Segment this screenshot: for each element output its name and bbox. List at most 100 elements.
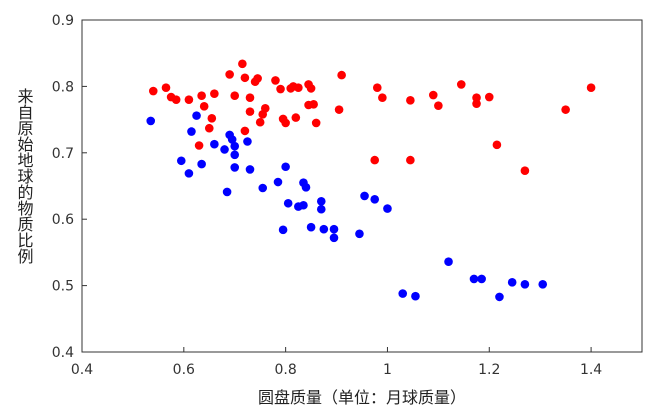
red-data-point — [278, 114, 288, 124]
blue-data-point — [538, 279, 548, 289]
y-axis-label-group: 来自原始地球的物质比例 — [15, 88, 34, 265]
x-tick-label: 1 — [383, 362, 392, 378]
y-axis-label: 来自原始地球的物质比例 — [15, 88, 34, 265]
red-data-point — [434, 101, 443, 110]
red-data-point — [245, 107, 255, 116]
red-data-point — [197, 91, 206, 100]
blue-data-point — [398, 289, 408, 298]
x-tick-label: 1.4 — [580, 362, 602, 378]
red-data-point — [484, 92, 494, 102]
blue-data-point — [469, 274, 479, 284]
blue-data-point — [192, 111, 201, 120]
red-data-point — [294, 83, 303, 93]
red-data-point — [148, 86, 158, 96]
plot-frame — [81, 19, 643, 353]
red-data-point — [210, 89, 219, 99]
blue-data-point — [273, 177, 283, 187]
red-data-point — [406, 96, 415, 105]
red-data-point — [306, 84, 316, 93]
y-tick-label: 0.5 — [52, 279, 74, 295]
y-tick-label: 0.9 — [52, 13, 74, 29]
blue-data-point — [507, 277, 517, 287]
red-data-point — [161, 83, 171, 93]
red-data-point — [240, 73, 250, 83]
red-data-point — [184, 95, 194, 104]
red-data-point — [586, 83, 596, 93]
axis-ticks: 0.4 0.6 0.8 1 1.2 1.4 0.4 0.5 0.6 0.7 0.8 0.9 — [52, 13, 603, 378]
blue-data-point — [316, 204, 326, 214]
red-data-point — [378, 93, 387, 102]
x-tick-label: 0.6 — [173, 362, 195, 378]
blue-data-point — [477, 274, 486, 284]
x-axis-label: 圆盘质量（单位：月球质量） — [258, 388, 466, 407]
red-data-point — [406, 155, 415, 165]
red-data-point — [311, 118, 321, 128]
red-data-point — [337, 70, 346, 80]
blue-data-point — [281, 162, 290, 172]
red-data-point — [472, 99, 481, 108]
blue-data-point — [184, 169, 194, 178]
blue-data-point — [230, 163, 240, 172]
red-data-point — [561, 105, 570, 114]
red-data-point — [253, 74, 262, 83]
red-data-point — [204, 123, 214, 133]
blue-data-point — [283, 198, 293, 208]
blue-data-point — [520, 279, 530, 289]
red-data-point — [370, 155, 380, 165]
red-data-point — [304, 100, 313, 110]
blue-data-point — [230, 150, 240, 160]
blue-data-point — [245, 165, 255, 174]
red-data-point — [456, 80, 466, 89]
blue-data-point — [319, 224, 329, 234]
blue-data-point — [176, 156, 186, 166]
x-tick-label: 0.4 — [71, 362, 93, 378]
red-data-point — [238, 59, 247, 69]
red-data-point — [207, 113, 217, 123]
red-data-point — [271, 76, 280, 85]
blue-data-point — [210, 139, 219, 149]
red-data-point — [472, 93, 481, 102]
red-data-point — [260, 104, 270, 113]
blue-data-point — [197, 159, 206, 169]
red-data-point — [194, 141, 204, 150]
red-data-point — [230, 91, 240, 100]
red-data-point — [171, 95, 181, 104]
blue-data-point — [329, 233, 339, 243]
blue-data-point — [360, 191, 369, 201]
blue-data-point — [383, 204, 392, 213]
blue-data-point — [230, 141, 240, 151]
red-data-point — [240, 126, 250, 136]
blue-data-point — [444, 257, 453, 266]
blue-data-point — [243, 137, 252, 146]
data-points — [146, 59, 596, 302]
red-data-point — [199, 102, 209, 111]
red-data-point — [372, 83, 382, 93]
y-tick-label: 0.6 — [52, 212, 74, 228]
red-data-point — [245, 93, 255, 102]
blue-data-point — [411, 291, 420, 301]
y-tick-label: 0.7 — [52, 146, 74, 162]
red-data-point — [225, 70, 234, 79]
blue-data-point — [316, 196, 326, 206]
blue-data-point — [301, 183, 311, 192]
blue-data-point — [329, 224, 339, 234]
blue-data-point — [220, 145, 229, 154]
blue-data-point — [306, 222, 316, 232]
red-data-point — [255, 117, 265, 127]
blue-data-point — [222, 187, 232, 197]
blue-data-point — [495, 292, 504, 302]
blue-data-point — [299, 200, 308, 210]
blue-data-point — [258, 183, 268, 193]
blue-data-point — [355, 229, 364, 239]
red-data-point — [428, 90, 438, 100]
x-tick-label: 1.2 — [478, 362, 500, 378]
blue-data-point — [370, 194, 380, 204]
red-data-point — [291, 113, 301, 122]
y-tick-label: 0.8 — [52, 79, 74, 95]
red-data-point — [334, 105, 344, 114]
blue-data-point — [278, 225, 288, 235]
blue-data-point — [227, 135, 237, 144]
x-tick-label: 0.8 — [275, 362, 297, 378]
blue-data-point — [187, 127, 196, 136]
y-tick-label: 0.4 — [52, 345, 74, 361]
